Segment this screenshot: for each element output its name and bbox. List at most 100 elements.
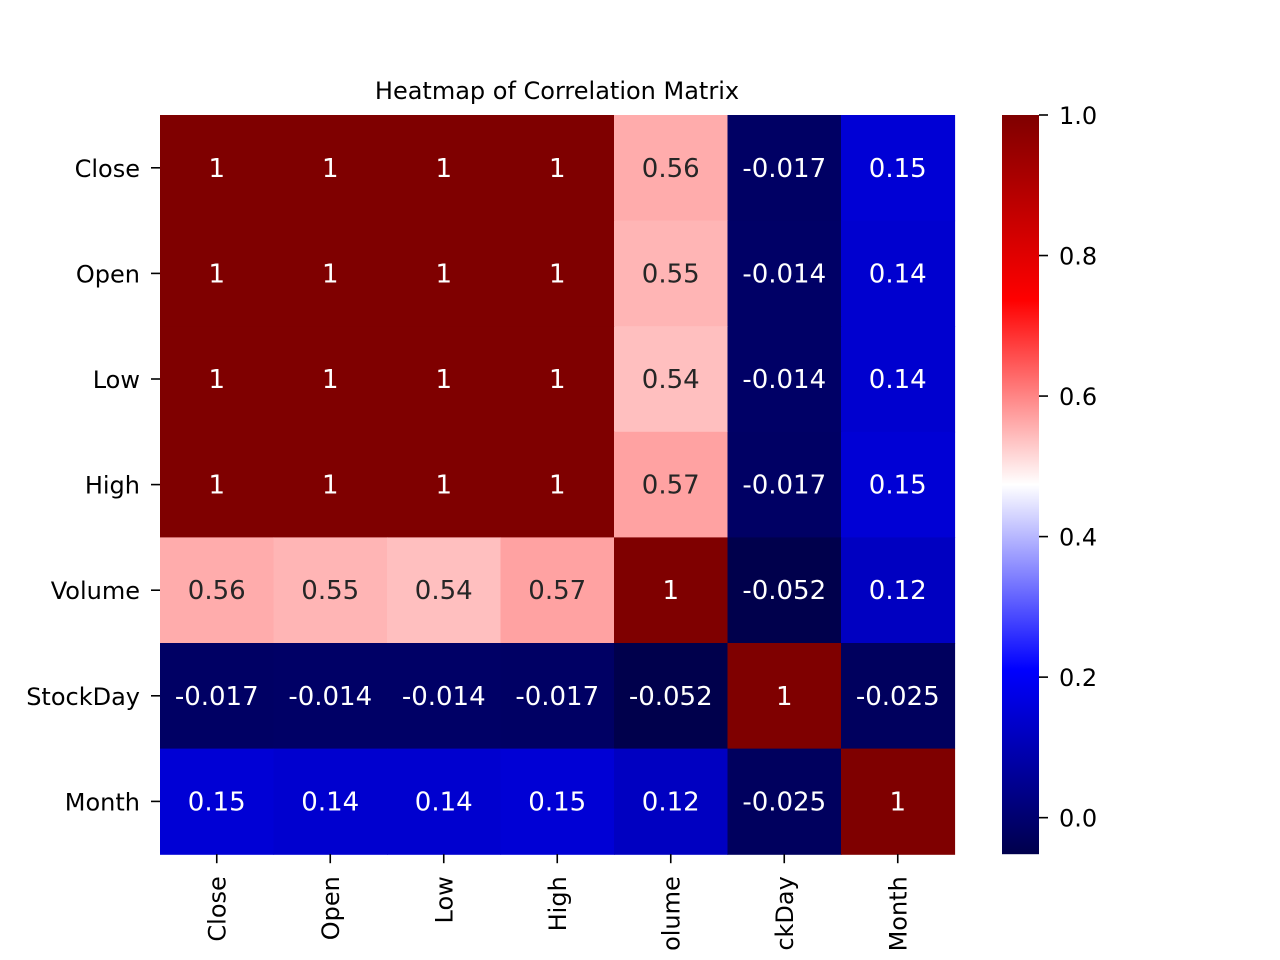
cell-annotation: -0.014 bbox=[742, 365, 826, 395]
y-tick-label: Close bbox=[75, 155, 140, 183]
heatmap-cell bbox=[273, 431, 388, 538]
heatmap-cell bbox=[387, 326, 502, 433]
heatmap-cell bbox=[727, 643, 842, 750]
colorbar-tick-label: 0.4 bbox=[1059, 524, 1097, 552]
cell-annotation: 0.15 bbox=[869, 471, 927, 501]
cell-annotation: -0.025 bbox=[742, 787, 826, 817]
heatmap-cell bbox=[160, 643, 275, 750]
x-tick-label: Close bbox=[204, 876, 232, 941]
cell-annotation: 1 bbox=[435, 154, 452, 184]
cell-annotation: 1 bbox=[435, 259, 452, 289]
x-tick-label: ckDay bbox=[771, 876, 799, 950]
cell-annotations: 1 1 1 1 0.56 -0.017 0.15 1 1 1 1 0.55 -0.014 0.14 1 1 1 1… bbox=[175, 154, 940, 818]
heatmap-cell bbox=[160, 115, 275, 222]
cell-annotation: 0.14 bbox=[869, 259, 927, 289]
cell-annotation: 1 bbox=[889, 787, 906, 817]
cell-annotation: 0.15 bbox=[188, 787, 246, 817]
heatmap-cell bbox=[387, 220, 502, 327]
cell-annotation: 0.14 bbox=[301, 787, 359, 817]
cell-annotation: -0.014 bbox=[742, 259, 826, 289]
heatmap-cell bbox=[500, 326, 615, 433]
cell-annotation: 1 bbox=[549, 471, 566, 501]
colorbar-tick-label: 0.0 bbox=[1059, 805, 1097, 833]
cell-annotation: -0.014 bbox=[288, 682, 372, 712]
cell-annotation: -0.017 bbox=[175, 682, 259, 712]
heatmap-cell bbox=[387, 115, 502, 222]
heatmap-cell bbox=[841, 748, 956, 855]
cell-annotation: 1 bbox=[208, 154, 225, 184]
x-tick-label: Month bbox=[885, 876, 913, 951]
cell-annotation: -0.014 bbox=[402, 682, 486, 712]
colorbar: 0.0 0.2 0.4 0.6 0.8 1.0 bbox=[1002, 102, 1097, 855]
cell-annotation: 1 bbox=[435, 365, 452, 395]
heatmap-cell bbox=[500, 748, 615, 855]
cell-annotation: 1 bbox=[208, 471, 225, 501]
x-tick-label: Open bbox=[317, 876, 345, 940]
heatmap-cell bbox=[614, 115, 729, 222]
y-tick-label: Low bbox=[93, 366, 140, 394]
cell-annotation: 1 bbox=[322, 365, 339, 395]
cell-annotation: 0.54 bbox=[642, 365, 700, 395]
cell-annotation: 1 bbox=[208, 259, 225, 289]
cell-annotation: 0.57 bbox=[528, 576, 586, 606]
heatmap-cell bbox=[273, 326, 388, 433]
heatmap-cell bbox=[841, 326, 956, 433]
colorbar-tick-label: 1.0 bbox=[1059, 102, 1097, 130]
heatmap-cell bbox=[727, 537, 842, 644]
cell-annotation: -0.052 bbox=[629, 682, 713, 712]
heatmap-cell bbox=[841, 537, 956, 644]
heatmap-cell bbox=[727, 748, 842, 855]
heatmap-cell bbox=[160, 537, 275, 644]
cell-annotation: 0.57 bbox=[642, 471, 700, 501]
y-axis: Close Open Low High Volume StockDay Month bbox=[26, 155, 160, 816]
cell-annotation: 1 bbox=[776, 682, 793, 712]
cell-annotation: -0.025 bbox=[856, 682, 940, 712]
heatmap-cell bbox=[614, 220, 729, 327]
cell-annotation: 1 bbox=[549, 154, 566, 184]
heatmap-cell bbox=[841, 643, 956, 750]
cell-annotation: 0.12 bbox=[869, 576, 927, 606]
y-tick-label: StockDay bbox=[26, 683, 140, 711]
cell-annotation: 0.14 bbox=[869, 365, 927, 395]
y-tick-label: High bbox=[85, 472, 140, 500]
heatmap-cell bbox=[727, 115, 842, 222]
cell-annotation: 0.55 bbox=[642, 259, 700, 289]
heatmap-cell bbox=[273, 643, 388, 750]
cell-annotation: 1 bbox=[549, 365, 566, 395]
cell-annotation: 0.12 bbox=[642, 787, 700, 817]
heatmap-cell bbox=[387, 748, 502, 855]
heatmap-cell bbox=[273, 537, 388, 644]
colorbar-tick-label: 0.8 bbox=[1059, 243, 1097, 271]
heatmap-cell bbox=[160, 220, 275, 327]
heatmap-cell bbox=[273, 115, 388, 222]
heatmap-cell bbox=[387, 643, 502, 750]
heatmap-cell bbox=[500, 643, 615, 750]
x-tick-label: Low bbox=[431, 876, 459, 923]
cell-annotation: 0.15 bbox=[528, 787, 586, 817]
heatmap-cell bbox=[160, 431, 275, 538]
colorbar-tick-label: 0.2 bbox=[1059, 664, 1097, 692]
colorbar-tick-label: 0.6 bbox=[1059, 383, 1097, 411]
heatmap-cell bbox=[500, 220, 615, 327]
heatmap-cell bbox=[841, 115, 956, 222]
heatmap-cell bbox=[273, 748, 388, 855]
chart-title: Heatmap of Correlation Matrix bbox=[375, 77, 739, 105]
heatmap-cell bbox=[727, 220, 842, 327]
y-tick-label: Open bbox=[76, 260, 140, 288]
heatmap-cell bbox=[387, 537, 502, 644]
heatmap-cell bbox=[614, 748, 729, 855]
cell-annotation: -0.017 bbox=[742, 471, 826, 501]
cell-annotation: 0.15 bbox=[869, 154, 927, 184]
heatmap-cell bbox=[727, 326, 842, 433]
cell-annotation: 1 bbox=[322, 154, 339, 184]
heatmap-cell bbox=[273, 220, 388, 327]
cell-annotation: 0.56 bbox=[188, 576, 246, 606]
cell-annotation: -0.017 bbox=[515, 682, 599, 712]
x-tick-label: olume bbox=[658, 876, 686, 951]
cell-annotation: 0.56 bbox=[642, 154, 700, 184]
y-tick-label: Volume bbox=[51, 577, 140, 605]
heatmap-cell bbox=[387, 431, 502, 538]
cell-annotation: 0.14 bbox=[415, 787, 473, 817]
cell-annotation: 1 bbox=[549, 259, 566, 289]
